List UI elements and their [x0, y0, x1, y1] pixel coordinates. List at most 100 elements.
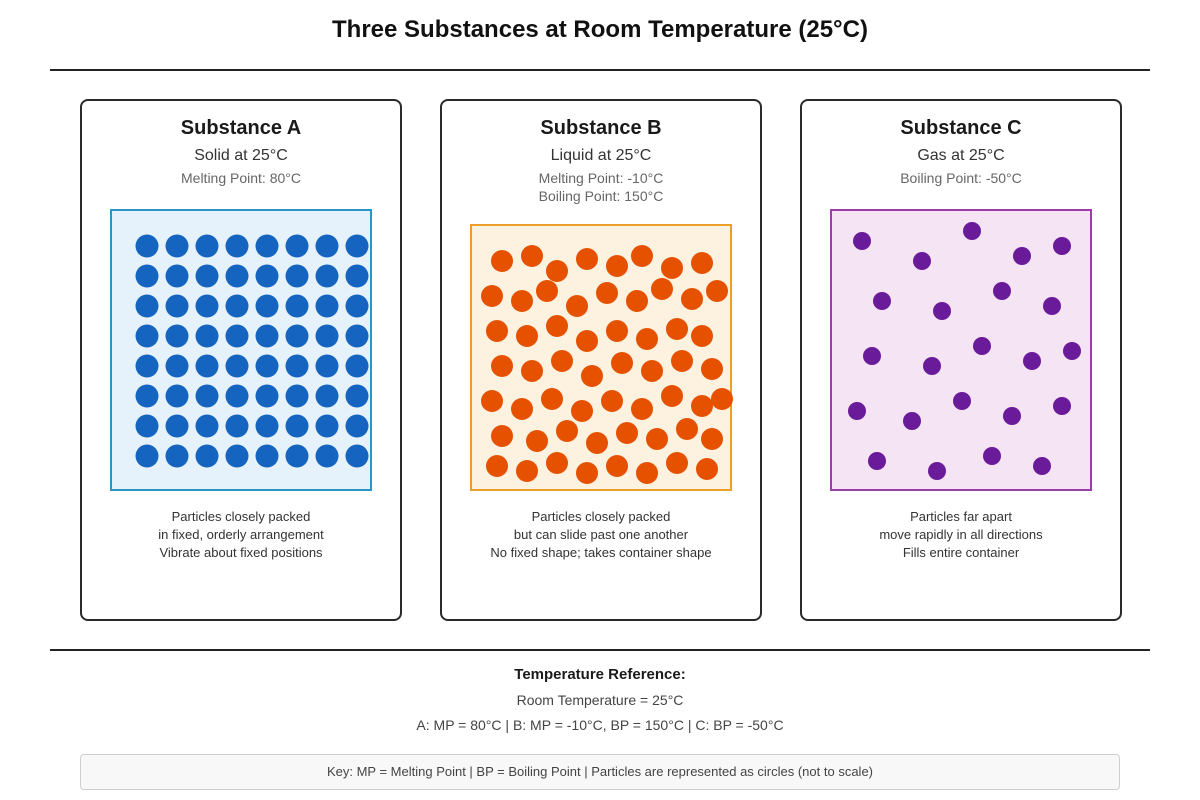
- solid-particle: [315, 414, 339, 438]
- gas-particle: [1053, 237, 1071, 255]
- gas-particle: [1013, 247, 1031, 265]
- gas-particle: [963, 222, 981, 240]
- liquid-particle: [616, 422, 638, 444]
- substance-a-state: Solid at 25°C: [194, 147, 288, 164]
- solid-particle: [165, 414, 189, 438]
- liquid-particle: [546, 260, 568, 282]
- gas-particle: [873, 292, 891, 310]
- top-divider: [50, 69, 1150, 71]
- solid-particle: [225, 324, 249, 348]
- solid-particle: [255, 354, 279, 378]
- liquid-particle: [586, 432, 608, 454]
- liquid-particle: [666, 452, 688, 474]
- liquid-particle: [491, 425, 513, 447]
- solid-particle: [225, 444, 249, 468]
- solid-particle: [345, 264, 369, 288]
- gas-particle: [993, 282, 1011, 300]
- temperature-reference-title: Temperature Reference:: [514, 666, 686, 683]
- liquid-particle: [526, 430, 548, 452]
- substance-b-card: Substance B Liquid at 25°C Melting Point…: [440, 99, 762, 621]
- liquid-particle: [626, 290, 648, 312]
- solid-particle: [195, 414, 219, 438]
- solid-particle: [255, 384, 279, 408]
- solid-particle: [225, 414, 249, 438]
- substance-b-description-line: No fixed shape; takes container shape: [490, 545, 712, 560]
- liquid-particle: [631, 398, 653, 420]
- solid-particle: [195, 384, 219, 408]
- temperature-reference-line: Room Temperature = 25°C: [516, 692, 684, 708]
- solid-particle: [345, 234, 369, 258]
- liquid-particle: [486, 455, 508, 477]
- liquid-particle: [521, 245, 543, 267]
- liquid-particle: [576, 248, 598, 270]
- substance-c-state: Gas at 25°C: [917, 147, 1005, 164]
- solid-particle: [225, 264, 249, 288]
- solid-particle: [255, 294, 279, 318]
- substance-b-particle-diagram: [470, 224, 733, 491]
- solid-particle: [135, 384, 159, 408]
- solid-particle: [285, 414, 309, 438]
- solid-particle: [255, 414, 279, 438]
- liquid-particle: [536, 280, 558, 302]
- solid-particle: [285, 444, 309, 468]
- solid-particle: [285, 384, 309, 408]
- liquid-particle: [516, 460, 538, 482]
- solid-particle: [225, 384, 249, 408]
- liquid-particle: [491, 355, 513, 377]
- substance-c-description-line: Particles far apart: [910, 509, 1012, 524]
- substance-a-description-line: in fixed, orderly arrangement: [158, 527, 324, 542]
- solid-particle: [345, 354, 369, 378]
- substance-c-particle-diagram: [830, 209, 1092, 491]
- substance-b-description-line: Particles closely packed: [531, 509, 671, 524]
- liquid-particle: [576, 462, 598, 484]
- bottom-divider: [50, 649, 1150, 651]
- substance-b-melting-point: Melting Point: -10°C: [538, 170, 664, 186]
- substance-a-description-line: Vibrate about fixed positions: [159, 545, 323, 560]
- liquid-particle: [596, 282, 618, 304]
- liquid-particle: [571, 400, 593, 422]
- gas-particle: [848, 402, 866, 420]
- liquid-particle: [706, 280, 728, 302]
- substance-a-melting-point: Melting Point: 80°C: [181, 170, 301, 186]
- liquid-particle: [486, 320, 508, 342]
- substance-c-description-line: move rapidly in all directions: [879, 527, 1043, 542]
- solid-particle: [315, 384, 339, 408]
- solid-particle: [195, 354, 219, 378]
- solid-particle: [195, 324, 219, 348]
- liquid-particle: [551, 350, 573, 372]
- gas-particle: [933, 302, 951, 320]
- solid-particle: [135, 234, 159, 258]
- substance-b-state: Liquid at 25°C: [550, 147, 652, 164]
- solid-particle: [135, 324, 159, 348]
- liquid-particle: [606, 455, 628, 477]
- solid-particle: [225, 354, 249, 378]
- liquid-particle: [491, 250, 513, 272]
- solid-particle: [165, 294, 189, 318]
- liquid-particle: [611, 352, 633, 374]
- solid-particle: [315, 264, 339, 288]
- liquid-particle: [691, 252, 713, 274]
- solid-particle: [315, 234, 339, 258]
- solid-particle: [225, 234, 249, 258]
- liquid-particle: [671, 350, 693, 372]
- gas-particle: [1033, 457, 1051, 475]
- gas-particle: [1003, 407, 1021, 425]
- liquid-particle: [566, 295, 588, 317]
- liquid-particle: [481, 285, 503, 307]
- gas-particle: [1023, 352, 1041, 370]
- liquid-particle: [701, 358, 723, 380]
- liquid-particle: [691, 395, 713, 417]
- liquid-particle: [681, 288, 703, 310]
- solid-particle: [225, 294, 249, 318]
- liquid-particle: [546, 452, 568, 474]
- solid-particle: [135, 354, 159, 378]
- substance-b-boiling-point: Boiling Point: 150°C: [538, 188, 664, 204]
- solid-particle: [135, 264, 159, 288]
- substance-c-description-line: Fills entire container: [902, 545, 1020, 560]
- substance-c-name: Substance C: [900, 117, 1022, 139]
- gas-particle: [928, 462, 946, 480]
- liquid-particle: [516, 325, 538, 347]
- solid-particle: [315, 294, 339, 318]
- gas-particle: [1043, 297, 1061, 315]
- liquid-particle: [541, 388, 563, 410]
